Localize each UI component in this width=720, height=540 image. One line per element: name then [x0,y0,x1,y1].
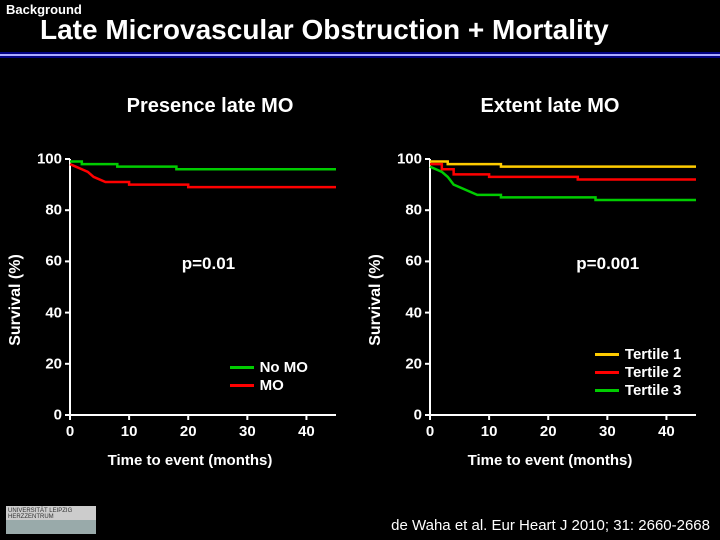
legend-item: Tertile 3 [595,382,681,400]
p-value: p=0.001 [576,254,639,274]
panel-right-subtitle: Extent late MO [410,95,690,118]
series-line [70,162,336,170]
legend-label: Tertile 2 [625,364,681,382]
legend: Tertile 1Tertile 2Tertile 3 [595,346,681,400]
y-axis-label: Survival (%) [367,254,385,346]
chart-extent: 020406080100010203040Survival (%)Time to… [400,155,700,445]
series-line [430,162,696,167]
legend-swatch [230,366,254,369]
legend-swatch [230,384,254,387]
series-line [430,167,696,200]
citation: de Waha et al. Eur Heart J 2010; 31: 266… [391,517,710,534]
logo: UNIVERSITÄT LEIPZIG HERZZENTRUM [6,506,96,534]
legend-label: Tertile 3 [625,382,681,400]
legend: No MOMO [230,359,308,395]
legend-label: Tertile 1 [625,346,681,364]
series-line [70,164,336,187]
legend-item: MO [230,377,308,395]
legend-swatch [595,353,619,356]
plot-area [40,155,340,445]
legend-item: No MO [230,359,308,377]
legend-label: No MO [260,359,308,377]
plot-area [400,155,700,445]
title-underline [0,52,720,58]
legend-swatch [595,371,619,374]
legend-item: Tertile 2 [595,364,681,382]
p-value: p=0.01 [182,254,235,274]
panel-left-subtitle: Presence late MO [70,95,350,118]
x-axis-label: Time to event (months) [468,452,633,469]
page-title: Late Microvascular Obstruction + Mortali… [40,14,710,46]
y-axis-label: Survival (%) [7,254,25,346]
chart-presence: 020406080100010203040Survival (%)Time to… [40,155,340,445]
legend-label: MO [260,377,284,395]
legend-item: Tertile 1 [595,346,681,364]
legend-swatch [595,389,619,392]
x-axis-label: Time to event (months) [108,452,273,469]
